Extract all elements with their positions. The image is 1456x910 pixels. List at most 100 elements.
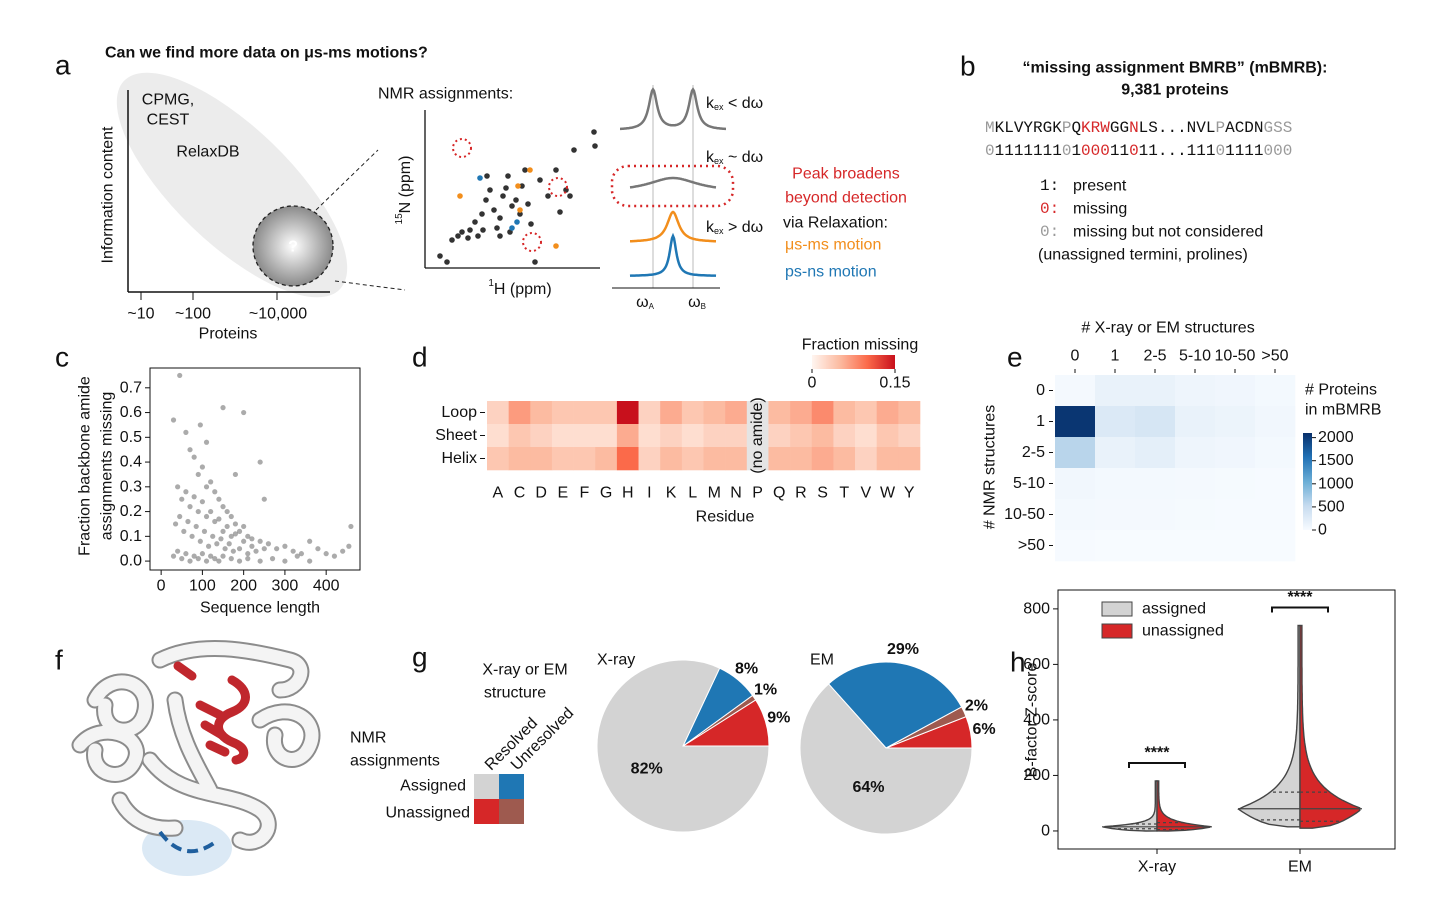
heatmap-cell xyxy=(595,401,618,425)
peak xyxy=(459,229,465,235)
relation: ~ dω xyxy=(724,149,764,166)
violin-half xyxy=(1299,624,1361,829)
relaxation-text: via Relaxation: xyxy=(783,215,888,232)
point xyxy=(195,556,201,562)
heatmap-cell xyxy=(616,447,639,471)
heatmap-cell xyxy=(876,424,899,448)
heatmap-cell xyxy=(790,424,813,448)
peak xyxy=(514,219,520,225)
point xyxy=(187,504,193,510)
residues: GSS xyxy=(1264,119,1293,137)
peak xyxy=(525,201,531,207)
peak xyxy=(591,129,597,135)
peak xyxy=(449,237,455,243)
panel-label: a xyxy=(55,50,71,81)
point xyxy=(203,513,210,520)
peak xyxy=(455,233,461,239)
column-label: L xyxy=(688,485,697,502)
legend-row: Unassigned xyxy=(386,805,471,822)
point xyxy=(346,543,352,549)
point xyxy=(203,484,210,490)
colorbar xyxy=(1303,433,1312,530)
point xyxy=(261,496,267,502)
peak xyxy=(491,207,497,213)
heatmap-cell xyxy=(1175,406,1216,438)
missing-peak xyxy=(522,232,542,252)
pie-slice xyxy=(799,683,973,835)
spectrum xyxy=(437,85,735,289)
peak xyxy=(532,259,538,265)
point xyxy=(224,523,230,530)
heatmap-cell xyxy=(768,424,791,448)
legend-key: 0: xyxy=(1040,223,1059,241)
point xyxy=(245,556,251,562)
colorbar-tick-label: 0 xyxy=(1318,522,1327,539)
point xyxy=(257,538,263,544)
heatmap-cell xyxy=(768,447,791,471)
heatmap-cell xyxy=(1135,499,1176,531)
point xyxy=(189,533,195,539)
y-axis-label: B-factor Z-score xyxy=(1024,663,1041,778)
heatmap-cell xyxy=(790,401,813,425)
colorbar-tick-label: 2000 xyxy=(1318,429,1354,446)
heatmap-cell xyxy=(855,401,877,425)
heatmap-cell xyxy=(1175,530,1216,562)
k: k xyxy=(706,219,715,236)
heatmap-cell xyxy=(1055,375,1096,407)
y-tick-label: 0.7 xyxy=(120,379,142,396)
point xyxy=(183,489,189,495)
point xyxy=(191,494,197,500)
peak xyxy=(494,225,500,231)
pie-title: X-ray xyxy=(597,652,635,669)
pie-label: 2% xyxy=(965,697,988,714)
peak xyxy=(437,253,443,259)
column-label: 0 xyxy=(1071,348,1080,365)
heatmap-cell xyxy=(1135,468,1176,500)
y-axis-label: assignments missing xyxy=(99,392,116,541)
heatmap-cell xyxy=(487,401,509,425)
row-label: 0 xyxy=(1036,382,1045,399)
heatmap-cell xyxy=(573,447,596,471)
point xyxy=(228,513,234,520)
heatmap-cell xyxy=(746,447,769,471)
heatmap-cell xyxy=(1215,499,1256,531)
legend-text: missing xyxy=(1073,201,1127,218)
panel-label: e xyxy=(1007,342,1023,373)
heatmap-cell xyxy=(1135,406,1176,438)
heatmap-cell xyxy=(660,447,683,471)
panel-label: h xyxy=(1010,647,1026,678)
strand xyxy=(168,693,217,797)
point xyxy=(179,496,185,502)
point xyxy=(294,553,300,559)
point xyxy=(218,536,224,542)
point xyxy=(257,558,263,564)
peak xyxy=(487,187,493,193)
peak xyxy=(483,197,489,203)
missing-peak xyxy=(548,177,568,197)
heatmap-cell xyxy=(638,424,661,448)
peak xyxy=(444,259,450,265)
heatmap-cell xyxy=(703,424,726,448)
point xyxy=(185,518,191,525)
helix xyxy=(253,705,319,766)
unknown-circle xyxy=(252,205,334,287)
point xyxy=(224,508,230,515)
heatmap-cell xyxy=(681,424,704,448)
column-label: H xyxy=(622,485,634,502)
peak xyxy=(465,235,471,241)
heatmap-cell xyxy=(811,401,834,425)
helix xyxy=(143,753,275,849)
panel-label: f xyxy=(55,645,63,676)
residues: KRW xyxy=(1081,119,1110,137)
legend-swatch xyxy=(499,799,524,824)
heatmap-cell xyxy=(551,401,574,425)
heatmap-cell xyxy=(1255,437,1296,469)
unknown-mark: ? xyxy=(288,239,298,256)
point xyxy=(170,553,177,559)
point xyxy=(222,546,228,552)
y-tick-label: 0.0 xyxy=(120,553,142,570)
point xyxy=(175,484,181,490)
column-label: V xyxy=(861,485,872,502)
point xyxy=(232,531,239,537)
column-label: P xyxy=(752,485,763,502)
